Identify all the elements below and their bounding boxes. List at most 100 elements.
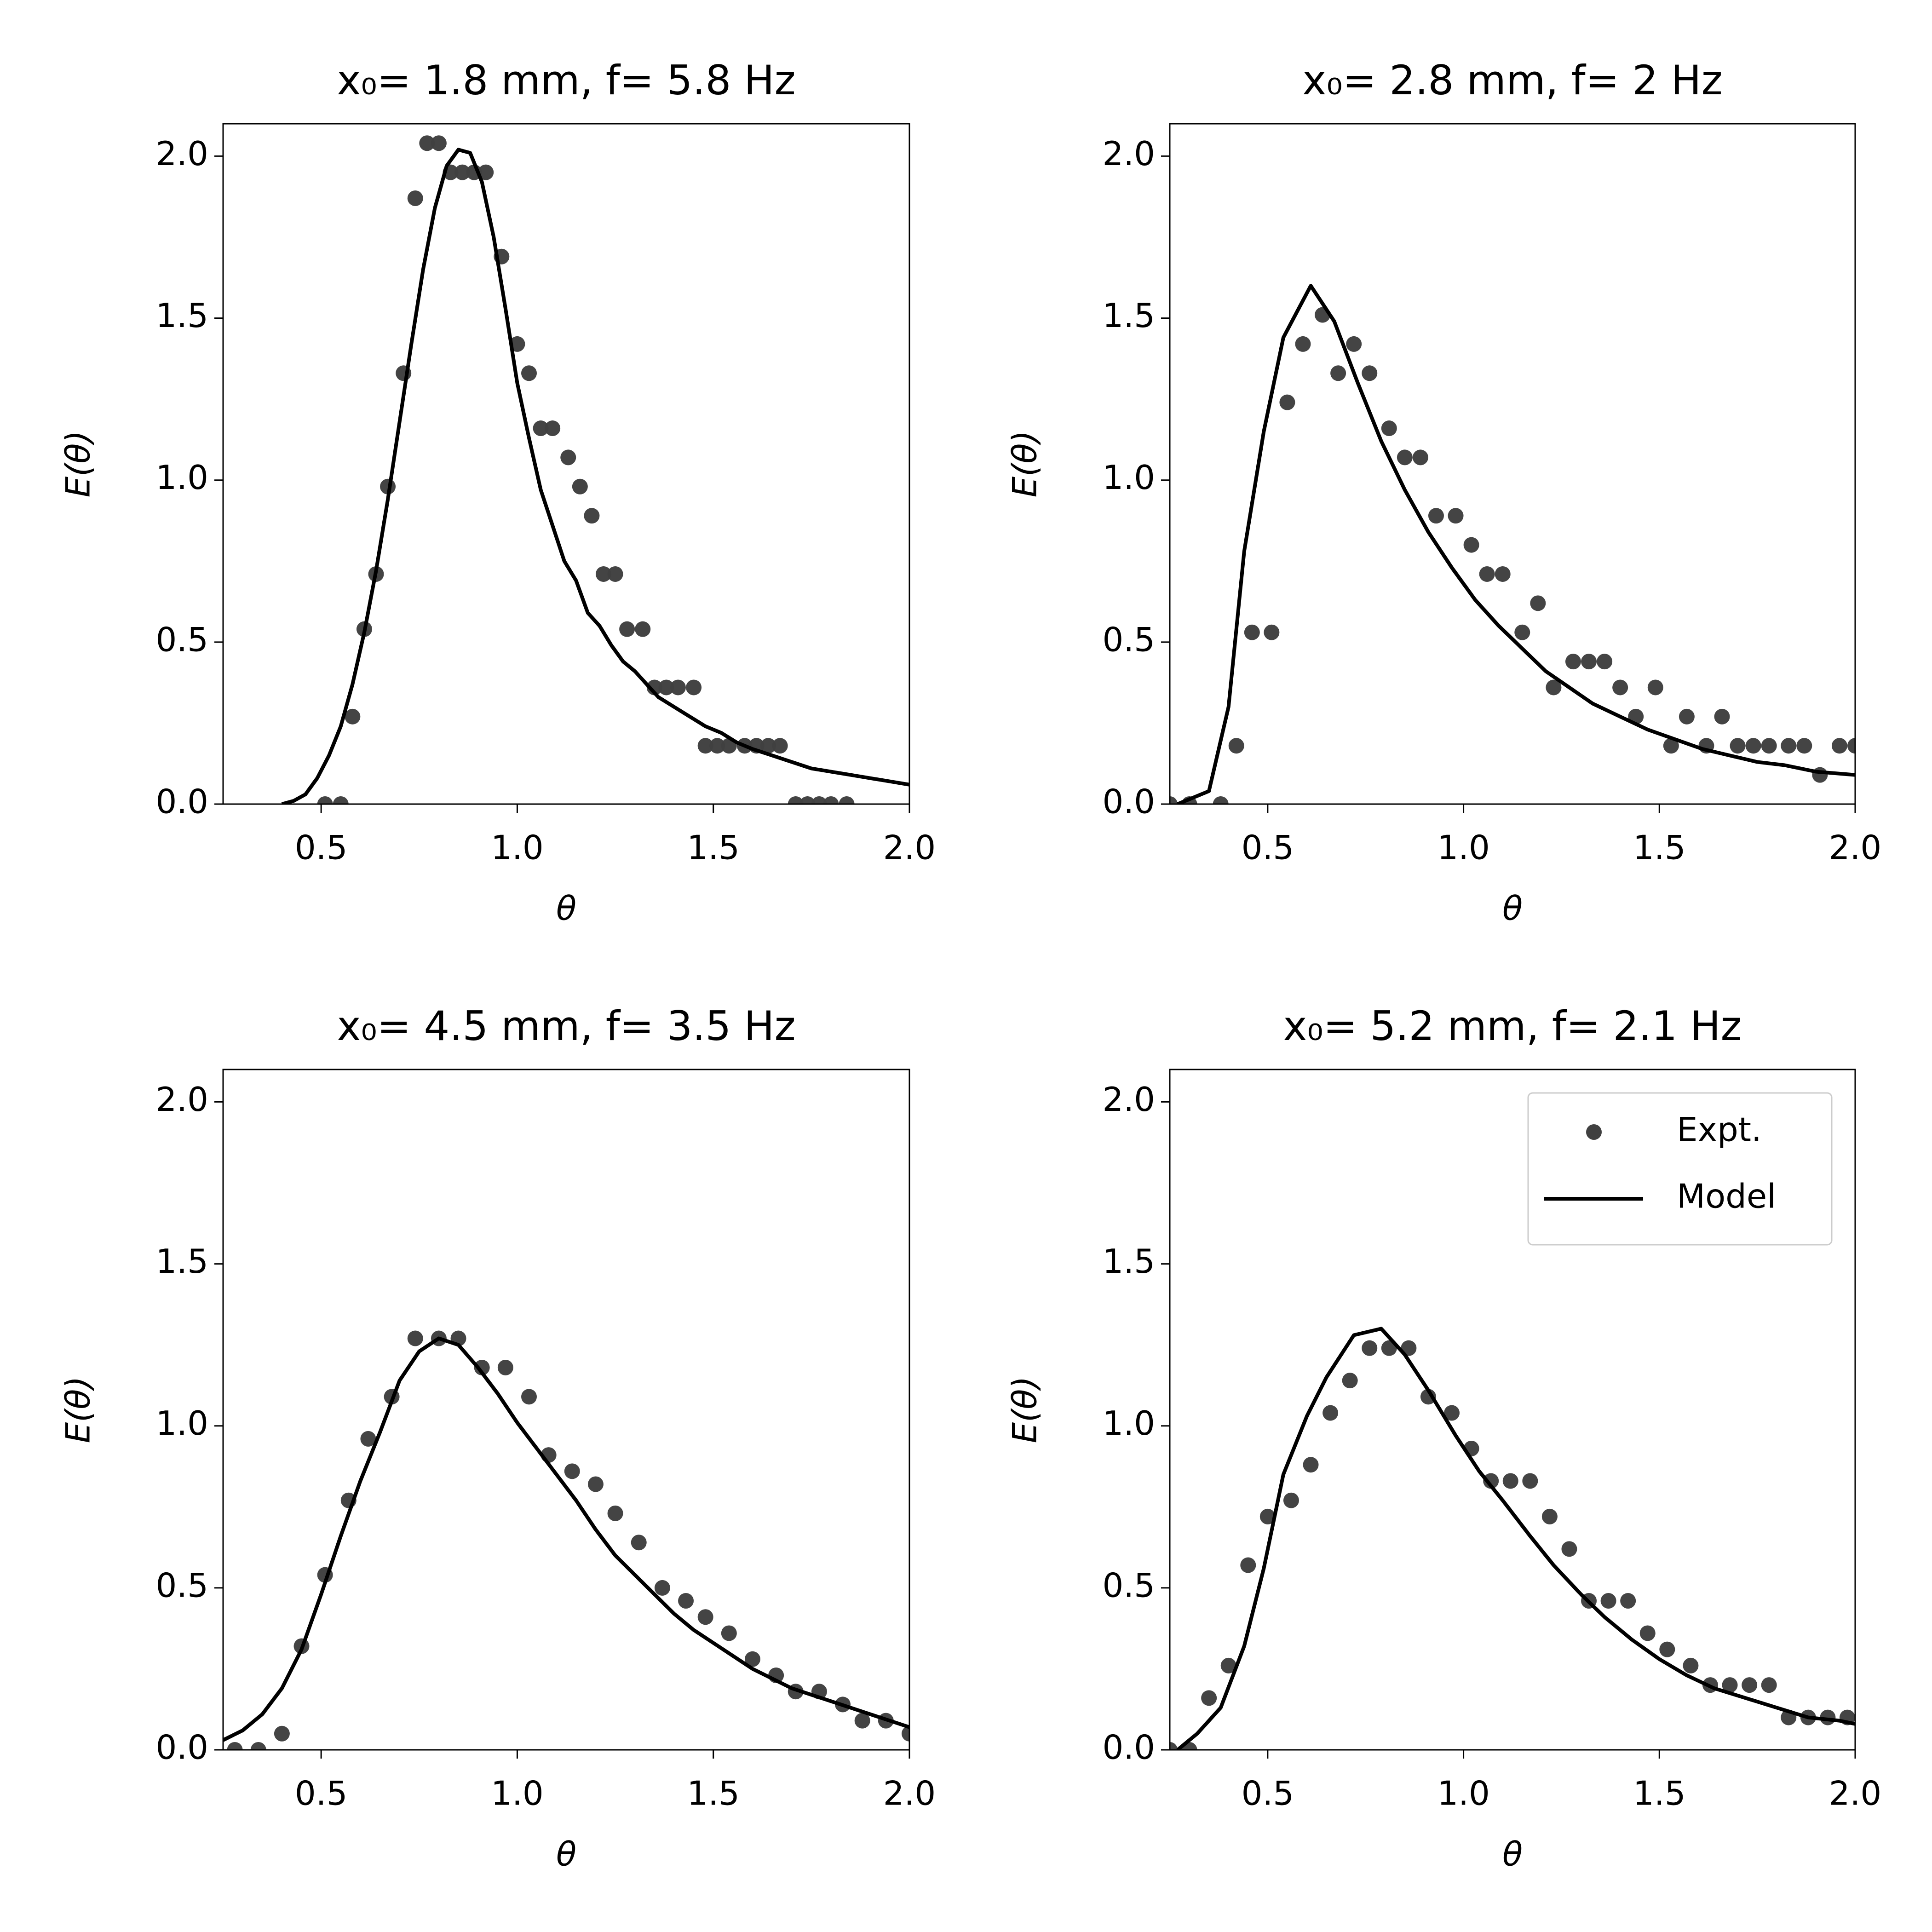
y-tick-label: 1.5 <box>155 1242 208 1281</box>
data-point <box>407 1330 423 1346</box>
data-point <box>431 135 447 151</box>
data-point <box>1448 508 1464 524</box>
data-point <box>1362 1340 1378 1356</box>
data-point <box>646 679 662 696</box>
data-point <box>360 1431 376 1447</box>
data-point <box>1683 1657 1699 1673</box>
data-point <box>697 738 713 754</box>
x-axis-label: θ <box>556 889 576 928</box>
data-point <box>788 796 804 804</box>
data-point <box>1264 624 1280 640</box>
data-point <box>1283 1492 1299 1508</box>
data-point <box>697 1609 713 1625</box>
chart-title: x₀= 2.8 mm, f= 2 Hz <box>1302 57 1722 104</box>
data-point <box>1381 420 1397 437</box>
data-point <box>1483 1473 1499 1489</box>
y-tick-label: 1.0 <box>155 1404 208 1443</box>
y-tick-label: 1.0 <box>1102 458 1155 497</box>
y-axis-label: E(θ) <box>59 431 98 498</box>
data-point <box>1639 1625 1656 1641</box>
data-point <box>250 1742 266 1750</box>
data-point <box>1796 738 1812 754</box>
data-point <box>1479 566 1495 582</box>
chart-title: x₀= 4.5 mm, f= 3.5 Hz <box>337 1002 795 1050</box>
x-tick-label: 2.0 <box>1829 1774 1882 1813</box>
x-tick-label: 2.0 <box>883 1774 936 1813</box>
y-tick-label: 2.0 <box>1102 1080 1155 1119</box>
data-point <box>407 190 423 206</box>
data-point <box>1781 738 1797 754</box>
axes-frame <box>222 123 910 805</box>
data-point <box>799 796 816 804</box>
data-point <box>1612 679 1628 696</box>
y-tick-label: 2.0 <box>155 1080 208 1119</box>
data-point <box>811 796 827 804</box>
x-tick-label: 2.0 <box>883 828 936 867</box>
data-point <box>1213 796 1229 804</box>
data-point <box>584 508 600 524</box>
data-point <box>658 679 674 696</box>
y-axis-label: E(θ) <box>1006 1376 1044 1443</box>
data-point <box>607 566 623 582</box>
data-point <box>619 621 635 637</box>
y-tick-label: 0.5 <box>1102 1566 1155 1604</box>
data-point <box>1714 708 1730 724</box>
data-point <box>1295 336 1311 352</box>
data-point <box>1742 1677 1758 1693</box>
x-tick-label: 1.5 <box>1633 1774 1686 1813</box>
subplot: x₀= 4.5 mm, f= 3.5 Hz θ E(θ) 0.5 1.0 1.5 2.0 0.… <box>59 1002 936 1874</box>
data-point <box>454 164 471 180</box>
y-tick-label: 0.0 <box>155 1728 208 1767</box>
data-point <box>227 1742 243 1750</box>
data-point <box>709 738 725 754</box>
data-point <box>1831 738 1847 754</box>
data-point <box>1561 1541 1577 1557</box>
data-point <box>474 1359 490 1375</box>
model-line <box>281 148 909 804</box>
y-tick-label: 1.0 <box>155 458 208 497</box>
data-point <box>1259 1508 1276 1524</box>
legend-label: Expt. <box>1677 1110 1762 1149</box>
data-point <box>587 1476 604 1492</box>
y-tick-label: 0.0 <box>155 782 208 821</box>
data-point <box>1541 1508 1558 1524</box>
data-point <box>1362 365 1378 381</box>
data-point <box>317 796 333 804</box>
axes-frame <box>1169 123 1856 805</box>
data-point <box>760 738 776 754</box>
data-point <box>1647 679 1663 696</box>
axes-frame <box>1169 1069 1856 1751</box>
data-point <box>1620 1593 1636 1609</box>
data-point <box>564 1463 580 1479</box>
x-tick-label: 0.5 <box>295 828 348 867</box>
plot-area <box>281 135 909 804</box>
legend-label: Model <box>1677 1177 1776 1216</box>
data-point <box>1514 624 1530 640</box>
model-line <box>223 1336 909 1742</box>
chart-title: x₀= 5.2 mm, f= 2.1 Hz <box>1283 1002 1742 1050</box>
x-tick-label: 1.5 <box>687 828 740 867</box>
plot-area <box>1170 284 1855 804</box>
x-tick-label: 1.0 <box>491 828 544 867</box>
data-point <box>1565 654 1581 670</box>
data-point <box>1495 566 1511 582</box>
y-tick-label: 0.0 <box>1102 1728 1155 1767</box>
data-point <box>1397 449 1413 466</box>
data-point <box>654 1580 670 1596</box>
data-point <box>345 708 361 724</box>
data-point <box>678 1593 694 1609</box>
data-point <box>1761 1677 1777 1693</box>
y-tick-label: 1.0 <box>1102 1404 1155 1443</box>
data-point <box>1546 679 1562 696</box>
data-point <box>1228 738 1244 754</box>
data-point <box>333 796 349 804</box>
x-tick-label: 0.5 <box>295 1774 348 1813</box>
data-point <box>1812 767 1828 783</box>
data-point <box>521 1389 537 1405</box>
x-tick-label: 2.0 <box>1829 828 1882 867</box>
data-point <box>478 164 494 180</box>
data-point <box>686 679 702 696</box>
data-point <box>1600 1593 1616 1609</box>
data-point <box>1412 449 1428 466</box>
